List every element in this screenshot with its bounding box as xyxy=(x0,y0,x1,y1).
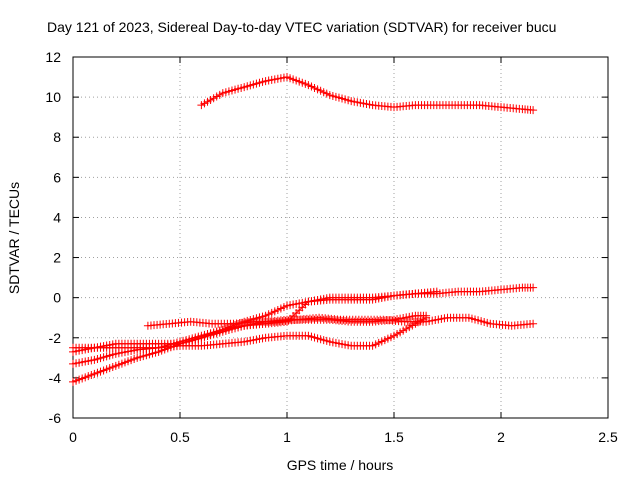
x-tick-label: 1.5 xyxy=(384,429,404,445)
x-tick-label: 2 xyxy=(497,429,505,445)
grid xyxy=(73,57,608,418)
data-point-marker xyxy=(529,283,538,292)
x-tick-label: 1 xyxy=(283,429,291,445)
data-series xyxy=(69,73,538,386)
y-tick-label: 4 xyxy=(53,209,61,225)
y-tick-label: -6 xyxy=(49,410,62,426)
y-tick-label: 0 xyxy=(53,290,61,306)
x-tick-labels: 0 0.5 1 1.5 2 2.5 xyxy=(69,429,618,445)
series-trace xyxy=(72,287,534,383)
x-tick-label: 0.5 xyxy=(170,429,190,445)
x-tick-label: 2.5 xyxy=(598,429,618,445)
x-tick-label: 0 xyxy=(69,429,77,445)
y-tick-label: 10 xyxy=(45,89,61,105)
data-point-marker xyxy=(432,287,441,296)
plot-frame xyxy=(72,56,609,419)
axis-ticks xyxy=(72,56,609,419)
y-tick-label: 8 xyxy=(53,129,61,145)
series-sat-b xyxy=(69,283,538,386)
y-tick-label: -4 xyxy=(49,370,62,386)
data-point-marker xyxy=(529,319,538,328)
y-tick-label: 12 xyxy=(45,49,61,65)
series-sat-f xyxy=(143,313,538,330)
y-axis-title: SDTVAR / TECUs xyxy=(6,182,22,294)
chart-title: Day 121 of 2023, Sidereal Day-to-day VTE… xyxy=(47,19,556,35)
series-sat-a xyxy=(197,73,538,115)
x-axis-title: GPS time / hours xyxy=(287,457,394,473)
y-tick-labels: -6 -4 -2 0 2 4 6 8 10 12 xyxy=(45,49,61,426)
y-tick-label: 6 xyxy=(53,169,61,185)
y-tick-label: 2 xyxy=(53,250,61,266)
data-point-marker xyxy=(529,106,538,115)
y-tick-label: -2 xyxy=(49,330,62,346)
